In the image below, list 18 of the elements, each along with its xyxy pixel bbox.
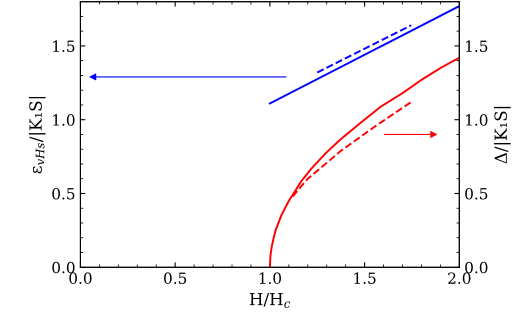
y-tick-label: 0.5 [52, 188, 74, 200]
x-tick-label: 0.0 [69, 272, 92, 284]
x-tick-label: 1.5 [354, 272, 376, 284]
y-tick-label: 0.0 [52, 262, 75, 274]
y-tick-label: 1.0 [53, 114, 75, 126]
line-series [268, 56, 460, 268]
y2-tick-label: 1.0 [466, 114, 488, 126]
x-tick-label: 0.5 [164, 272, 186, 284]
x-tick-label: 1.0 [260, 272, 282, 284]
y2-tick-label: 0.0 [465, 262, 488, 274]
y2-axis-title: Δ/|K₁S| [494, 106, 511, 164]
x-axis-title: H/H$_{c}$ [250, 292, 290, 308]
x-tick-label: 2.0 [448, 272, 470, 284]
y2-tick-label: 1.5 [466, 40, 488, 52]
line-series [292, 101, 412, 198]
y2-tick-label: 0.5 [465, 188, 488, 200]
y-axis-title: ε$_{vHs}$/|K₁S| [28, 96, 46, 174]
y-tick-label: 1.5 [53, 40, 74, 52]
